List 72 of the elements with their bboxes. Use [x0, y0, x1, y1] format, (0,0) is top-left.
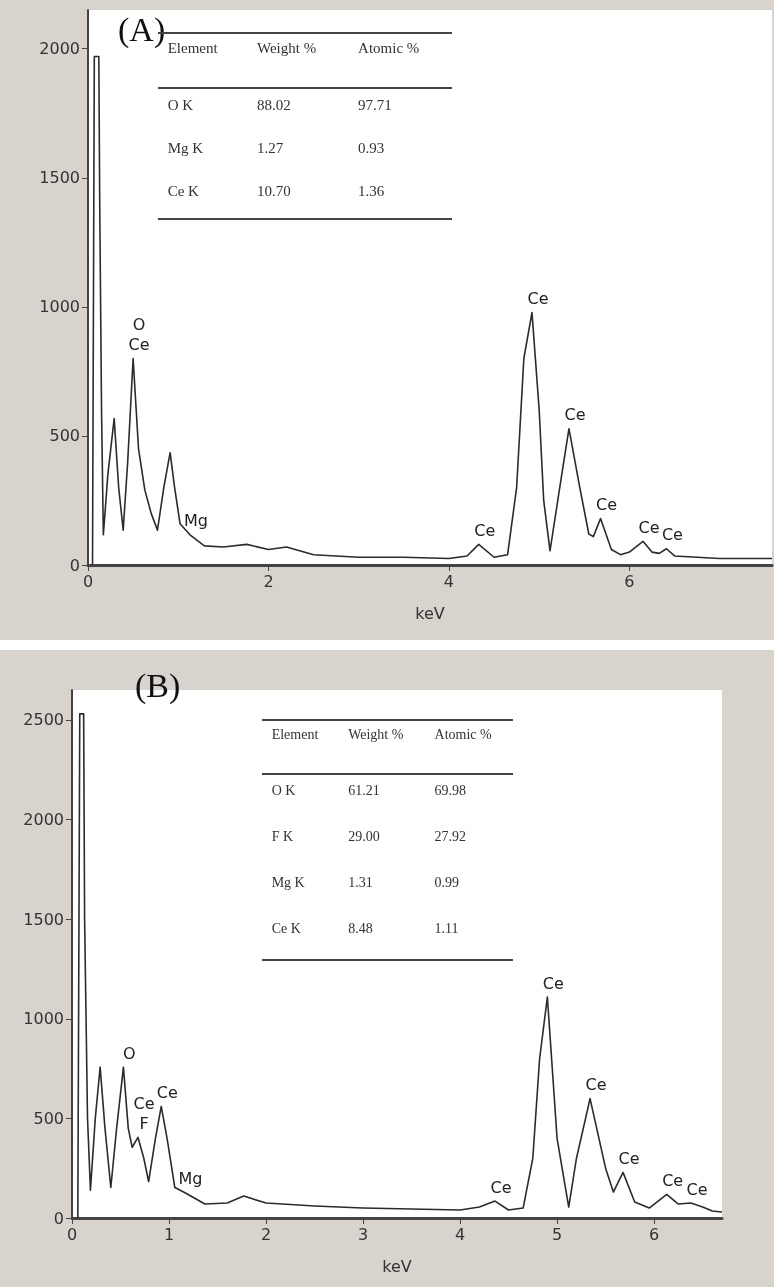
annotation: Mg [183, 511, 208, 531]
annotation: 1.27 [255, 139, 285, 159]
annotation: Ce [686, 1179, 708, 1199]
annotation: Ce [638, 517, 660, 537]
annotation: Ce [596, 495, 618, 515]
annotation: 1.31 [347, 873, 374, 892]
x-tick-label: 6 [649, 1224, 660, 1244]
annotation: F K [270, 827, 295, 846]
annotation: Weight % [246, 33, 349, 89]
annotation: Mg K [270, 873, 306, 892]
annotation: 27.92 [433, 827, 468, 846]
annotation: 1.36 [348, 175, 452, 220]
annotation: 97.71 [357, 96, 393, 116]
annotation: Atomic % [348, 33, 452, 89]
annotation: Ce K [157, 175, 247, 220]
x-tick-label: 1 [163, 1224, 175, 1244]
y-tick-label: 0 [53, 1208, 64, 1228]
annotation: 0.93 [357, 139, 386, 159]
chart-title: (A) [118, 10, 166, 49]
x-axis-title: keV [382, 1256, 412, 1276]
annotation: Ce [133, 1093, 155, 1113]
x-tick-label: 2 [263, 571, 274, 591]
annotation: 8.48 [338, 912, 425, 960]
annotation: Ce [128, 334, 150, 354]
annotation: 61.21 [347, 781, 381, 800]
annotation: Mg K [166, 139, 205, 159]
x-axis-title: keV [415, 603, 445, 623]
x-tick-label: 6 [624, 571, 635, 591]
annotation: Ce [585, 1075, 607, 1095]
annotation: Element [261, 719, 339, 774]
x-tick-label: 0 [82, 571, 94, 591]
annotation: O [132, 314, 146, 334]
annotation: 88.02 [255, 96, 292, 116]
annotation: O K [270, 781, 297, 800]
annotation: 29.00 [347, 827, 381, 846]
annotation: 69.98 [433, 781, 468, 800]
y-tick-label: 500 [33, 1108, 64, 1128]
annotation: Weight % [338, 719, 425, 774]
y-tick-label: 0 [69, 555, 80, 575]
annotation: Ce [618, 1148, 640, 1168]
y-tick-label: 1500 [39, 168, 80, 188]
annotation: Ce [564, 405, 586, 425]
x-tick-label: 4 [443, 571, 455, 591]
y-tick-label: 1500 [23, 909, 64, 929]
x-tick-label: 5 [551, 1224, 563, 1244]
annotation: Atomic % [424, 719, 514, 774]
annotation: Ce [662, 1170, 684, 1190]
annotation: Mg [178, 1169, 203, 1188]
y-tick-label: 2000 [23, 810, 64, 830]
annotation: Ce [661, 525, 683, 545]
y-tick-label: 500 [49, 426, 80, 446]
annotation: Element [167, 40, 218, 57]
annotation: Ce [474, 520, 496, 540]
y-tick-label: 2500 [23, 710, 64, 730]
y-tick-label: 2000 [39, 39, 80, 59]
annotation: Ce [542, 973, 564, 993]
annotation: Ce [527, 289, 549, 309]
annotation: 1.11 [424, 912, 514, 960]
chart-title: (B) [135, 666, 181, 705]
annotation: F [139, 1113, 149, 1133]
x-tick-label: 3 [357, 1224, 369, 1244]
annotation: Ce K [261, 912, 339, 960]
x-tick-label: 4 [454, 1224, 466, 1244]
annotation: O [123, 1043, 136, 1063]
annotation: 0.99 [433, 873, 461, 892]
x-tick-label: 2 [260, 1224, 272, 1244]
annotation: Ce [490, 1177, 512, 1197]
annotation: Ce [156, 1082, 178, 1102]
annotation: O K [166, 96, 195, 116]
y-tick-label: 1000 [39, 297, 80, 317]
annotation: 10.70 [246, 175, 349, 220]
y-tick-label: 1000 [23, 1009, 64, 1029]
